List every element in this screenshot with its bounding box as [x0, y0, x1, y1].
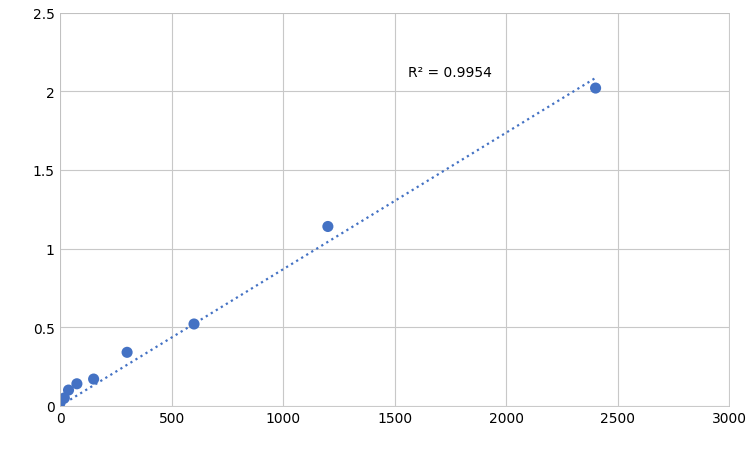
- Point: [322, 223, 334, 230]
- Point: [62, 387, 74, 394]
- Point: [121, 349, 133, 356]
- Point: [87, 376, 99, 383]
- Point: [188, 321, 200, 328]
- Point: [590, 85, 602, 92]
- Point: [71, 380, 83, 387]
- Point: [59, 395, 71, 402]
- Point: [54, 399, 66, 406]
- Text: R² = 0.9954: R² = 0.9954: [408, 66, 492, 80]
